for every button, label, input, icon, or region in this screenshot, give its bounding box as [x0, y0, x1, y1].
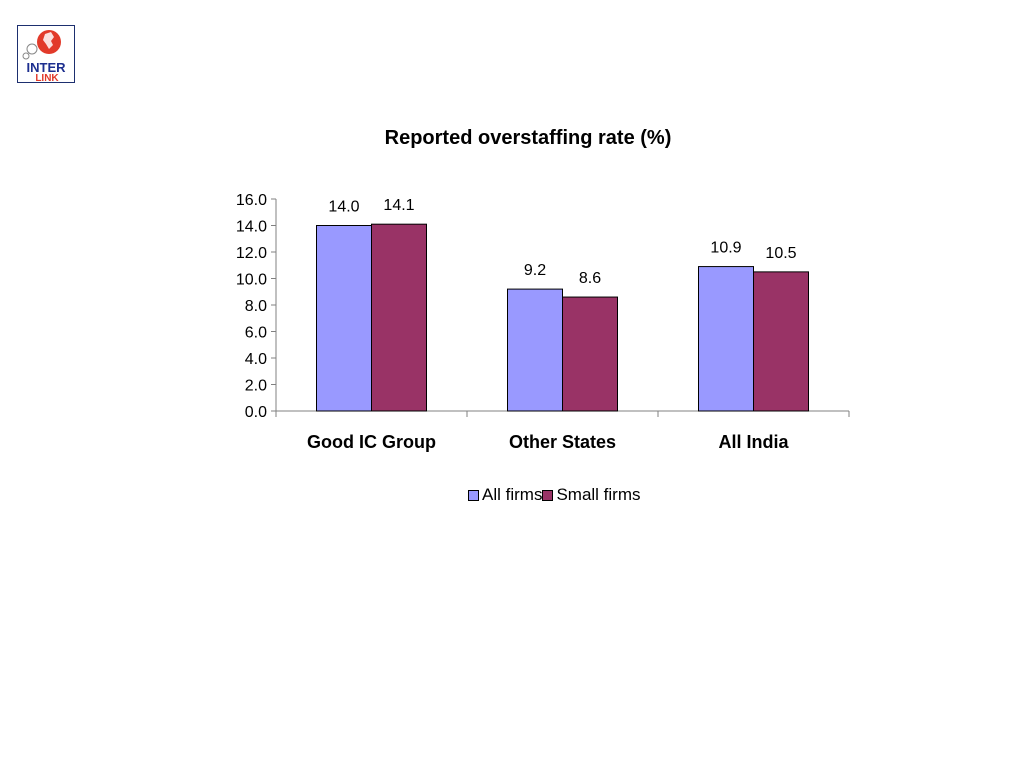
legend-swatch-small-firms — [542, 489, 554, 501]
legend-item-all-firms: All firms — [468, 485, 542, 505]
y-tick-label: 8.0 — [245, 298, 267, 315]
bar-small-firms — [562, 296, 618, 412]
bar-all-firms — [507, 288, 563, 412]
chart-title: Reported overstaffing rate (%) — [384, 127, 672, 149]
data-label-all-firms: 10.9 — [710, 240, 741, 257]
y-tick-label: 4.0 — [245, 351, 267, 368]
data-label-all-firms: 14.0 — [328, 199, 359, 216]
x-category-label: Other States — [509, 432, 616, 452]
y-tick-label: 14.0 — [236, 219, 267, 236]
bar-small-firms — [371, 223, 427, 412]
chart-legend: All firms Small firms — [468, 485, 641, 505]
data-label-all-firms: 9.2 — [524, 262, 546, 279]
interlink-logo: INTER LINK — [17, 25, 75, 83]
bar-small-firms — [753, 271, 809, 412]
bar-all-firms — [698, 266, 754, 412]
data-label-small-firms: 8.6 — [579, 270, 601, 287]
y-tick-label: 0.0 — [245, 404, 267, 421]
legend-item-small-firms: Small firms — [542, 485, 641, 505]
data-label-small-firms: 10.5 — [765, 245, 796, 262]
y-tick-label: 12.0 — [236, 245, 267, 262]
legend-label-all-firms: All firms — [482, 485, 543, 504]
bar-all-firms — [316, 225, 372, 412]
legend-label-small-firms: Small firms — [556, 485, 641, 504]
data-label-small-firms: 14.1 — [383, 197, 414, 214]
y-tick-label: 6.0 — [245, 325, 267, 342]
svg-text:LINK: LINK — [35, 73, 59, 82]
svg-text:INTER: INTER — [27, 60, 67, 75]
legend-swatch-all-firms — [468, 489, 479, 501]
x-category-label: All India — [718, 432, 789, 452]
y-tick-label: 16.0 — [236, 192, 267, 209]
x-category-label: Good IC Group — [307, 432, 436, 452]
y-tick-label: 2.0 — [245, 378, 267, 395]
y-tick-label: 10.0 — [236, 272, 267, 289]
